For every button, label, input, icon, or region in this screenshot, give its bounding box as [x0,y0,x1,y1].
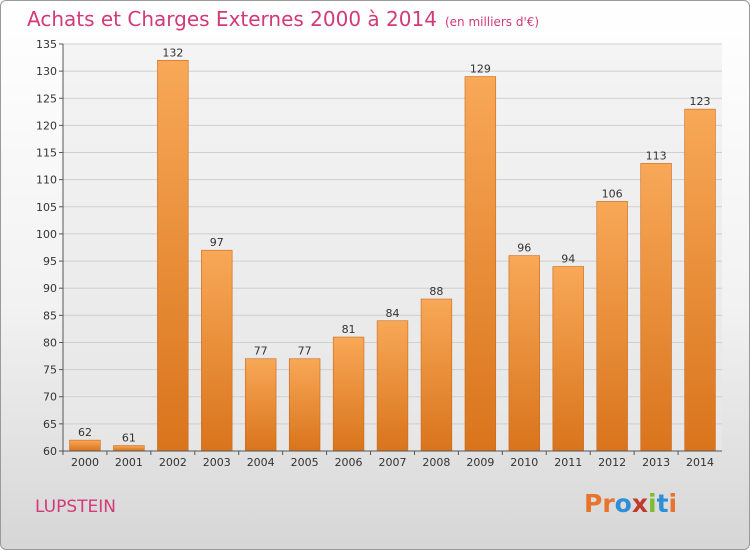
x-axis-tick-labels: 2000 2001 2002 2003 2004 2005 2006 2007 2008 2009… [62,451,714,469]
bar-2008[interactable] [420,298,453,452]
y-tick-label: 85 [43,309,57,322]
bar-2007[interactable] [376,320,409,452]
y-tick-label: 110 [36,174,57,187]
x-tick-label: 2007 [379,456,407,469]
bars-group [69,59,716,452]
y-tick-label: 120 [36,119,57,132]
x-tick-label: 2010 [510,456,538,469]
bar-2004[interactable] [245,358,277,452]
bar-2000[interactable] [69,439,101,452]
bar-2011[interactable] [552,266,584,452]
logo-letter: o [614,489,632,518]
y-axis-tick-labels: 60 65 70 75 80 85 90 95 100 105 110 115 120 125 130 135 [36,38,57,458]
logo-letter: x [631,489,648,518]
bar-2013[interactable] [640,163,672,452]
bar-2006[interactable] [332,336,365,452]
y-tick-label: 60 [43,445,57,458]
x-tick-label: 2004 [247,456,275,469]
logo-letter: i [648,489,657,518]
bar-value-label: 81 [342,323,356,336]
logo-letter: t [656,489,669,518]
chart-subtitle: (en milliers d'€) [444,15,540,29]
bar-value-label: 62 [78,426,92,439]
y-tick-label: 105 [36,201,57,214]
bar-2001[interactable] [113,445,145,452]
bar-value-label: 61 [122,432,136,445]
bar-2009[interactable] [464,76,497,452]
bar-value-label: 77 [298,345,312,358]
x-tick-label: 2014 [686,456,714,469]
bar-value-label: 129 [470,63,491,76]
y-tick-label: 65 [43,418,57,431]
commune-name: LUPSTEIN [35,497,116,517]
bar-value-label: 84 [386,307,400,320]
chart-title: Achats et Charges Externes 2000 à 2014 (e… [27,7,539,31]
x-tick-label: 2012 [598,456,626,469]
bar-value-label: 77 [254,345,268,358]
bar-2014[interactable] [684,108,716,452]
x-tick-label: 2002 [159,456,187,469]
y-tick-label: 135 [36,38,57,51]
bar-value-label: 88 [429,285,443,298]
y-tick-label: 130 [36,65,57,78]
x-tick-label: 2009 [466,456,494,469]
y-tick-label: 100 [36,228,57,241]
bar-value-label: 132 [162,46,183,59]
x-tick-label: 2006 [335,456,363,469]
y-tick-label: 115 [36,147,57,160]
y-tick-label: 125 [36,92,57,105]
bar-value-label: 123 [690,95,711,108]
chart-title-text: Achats et Charges Externes 2000 à 2014 [27,7,437,31]
x-tick-label: 2005 [291,456,319,469]
logo-letter: r [602,489,615,518]
y-tick-label: 95 [43,255,57,268]
bar-value-label: 106 [602,187,623,200]
y-tick-label: 75 [43,364,57,377]
x-tick-label: 2001 [115,456,143,469]
x-tick-label: 2003 [203,456,231,469]
bar-2010[interactable] [508,255,540,452]
bar-2012[interactable] [596,201,628,452]
logo-letter: i [668,489,678,518]
bar-value-label: 96 [517,242,531,255]
proxiti-logo: Proxiti [584,489,677,518]
x-tick-label: 2011 [554,456,582,469]
bar-value-labels: 62 61 132 97 77 77 81 84 88 129 96 94 106 113 123 [78,46,711,444]
bar-2002[interactable] [157,59,189,452]
x-tick-label: 2008 [422,456,450,469]
bar-2003[interactable] [201,249,233,452]
logo-letter: P [584,489,603,518]
y-tick-label: 90 [43,282,57,295]
bar-value-label: 94 [561,252,575,265]
bar-value-label: 113 [646,149,667,162]
y-tick-label: 70 [43,391,57,404]
x-tick-label: 2013 [642,456,670,469]
x-tick-label: 2000 [71,456,99,469]
y-tick-label: 80 [43,336,57,349]
bar-value-label: 97 [210,236,224,249]
bar-2005[interactable] [288,358,321,452]
